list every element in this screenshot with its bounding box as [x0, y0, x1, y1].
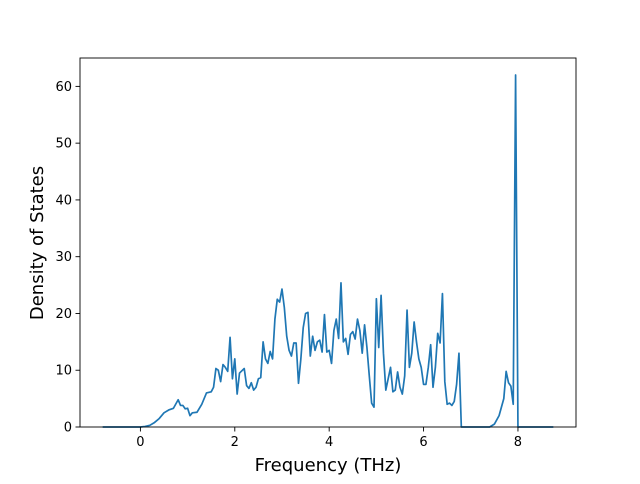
y-tick-label: 60 — [55, 80, 72, 95]
dos-line — [102, 74, 554, 428]
x-tick-label: 2 — [231, 435, 239, 450]
x-tick-label: 4 — [325, 435, 333, 450]
y-tick-label: 20 — [55, 307, 72, 322]
y-tick-label: 40 — [55, 193, 72, 208]
y-axis-label: Density of States — [27, 166, 48, 320]
plot-frame — [79, 57, 577, 428]
x-axis-label: Frequency (THz) — [255, 455, 402, 476]
x-tick-label: 8 — [514, 435, 522, 450]
y-tick-label: 10 — [55, 364, 72, 379]
y-tick-label: 30 — [55, 250, 72, 265]
y-tick-label: 50 — [55, 137, 72, 152]
x-tick-label: 6 — [419, 435, 427, 450]
x-tick-label: 0 — [136, 435, 144, 450]
y-tick-label: 0 — [64, 421, 72, 436]
